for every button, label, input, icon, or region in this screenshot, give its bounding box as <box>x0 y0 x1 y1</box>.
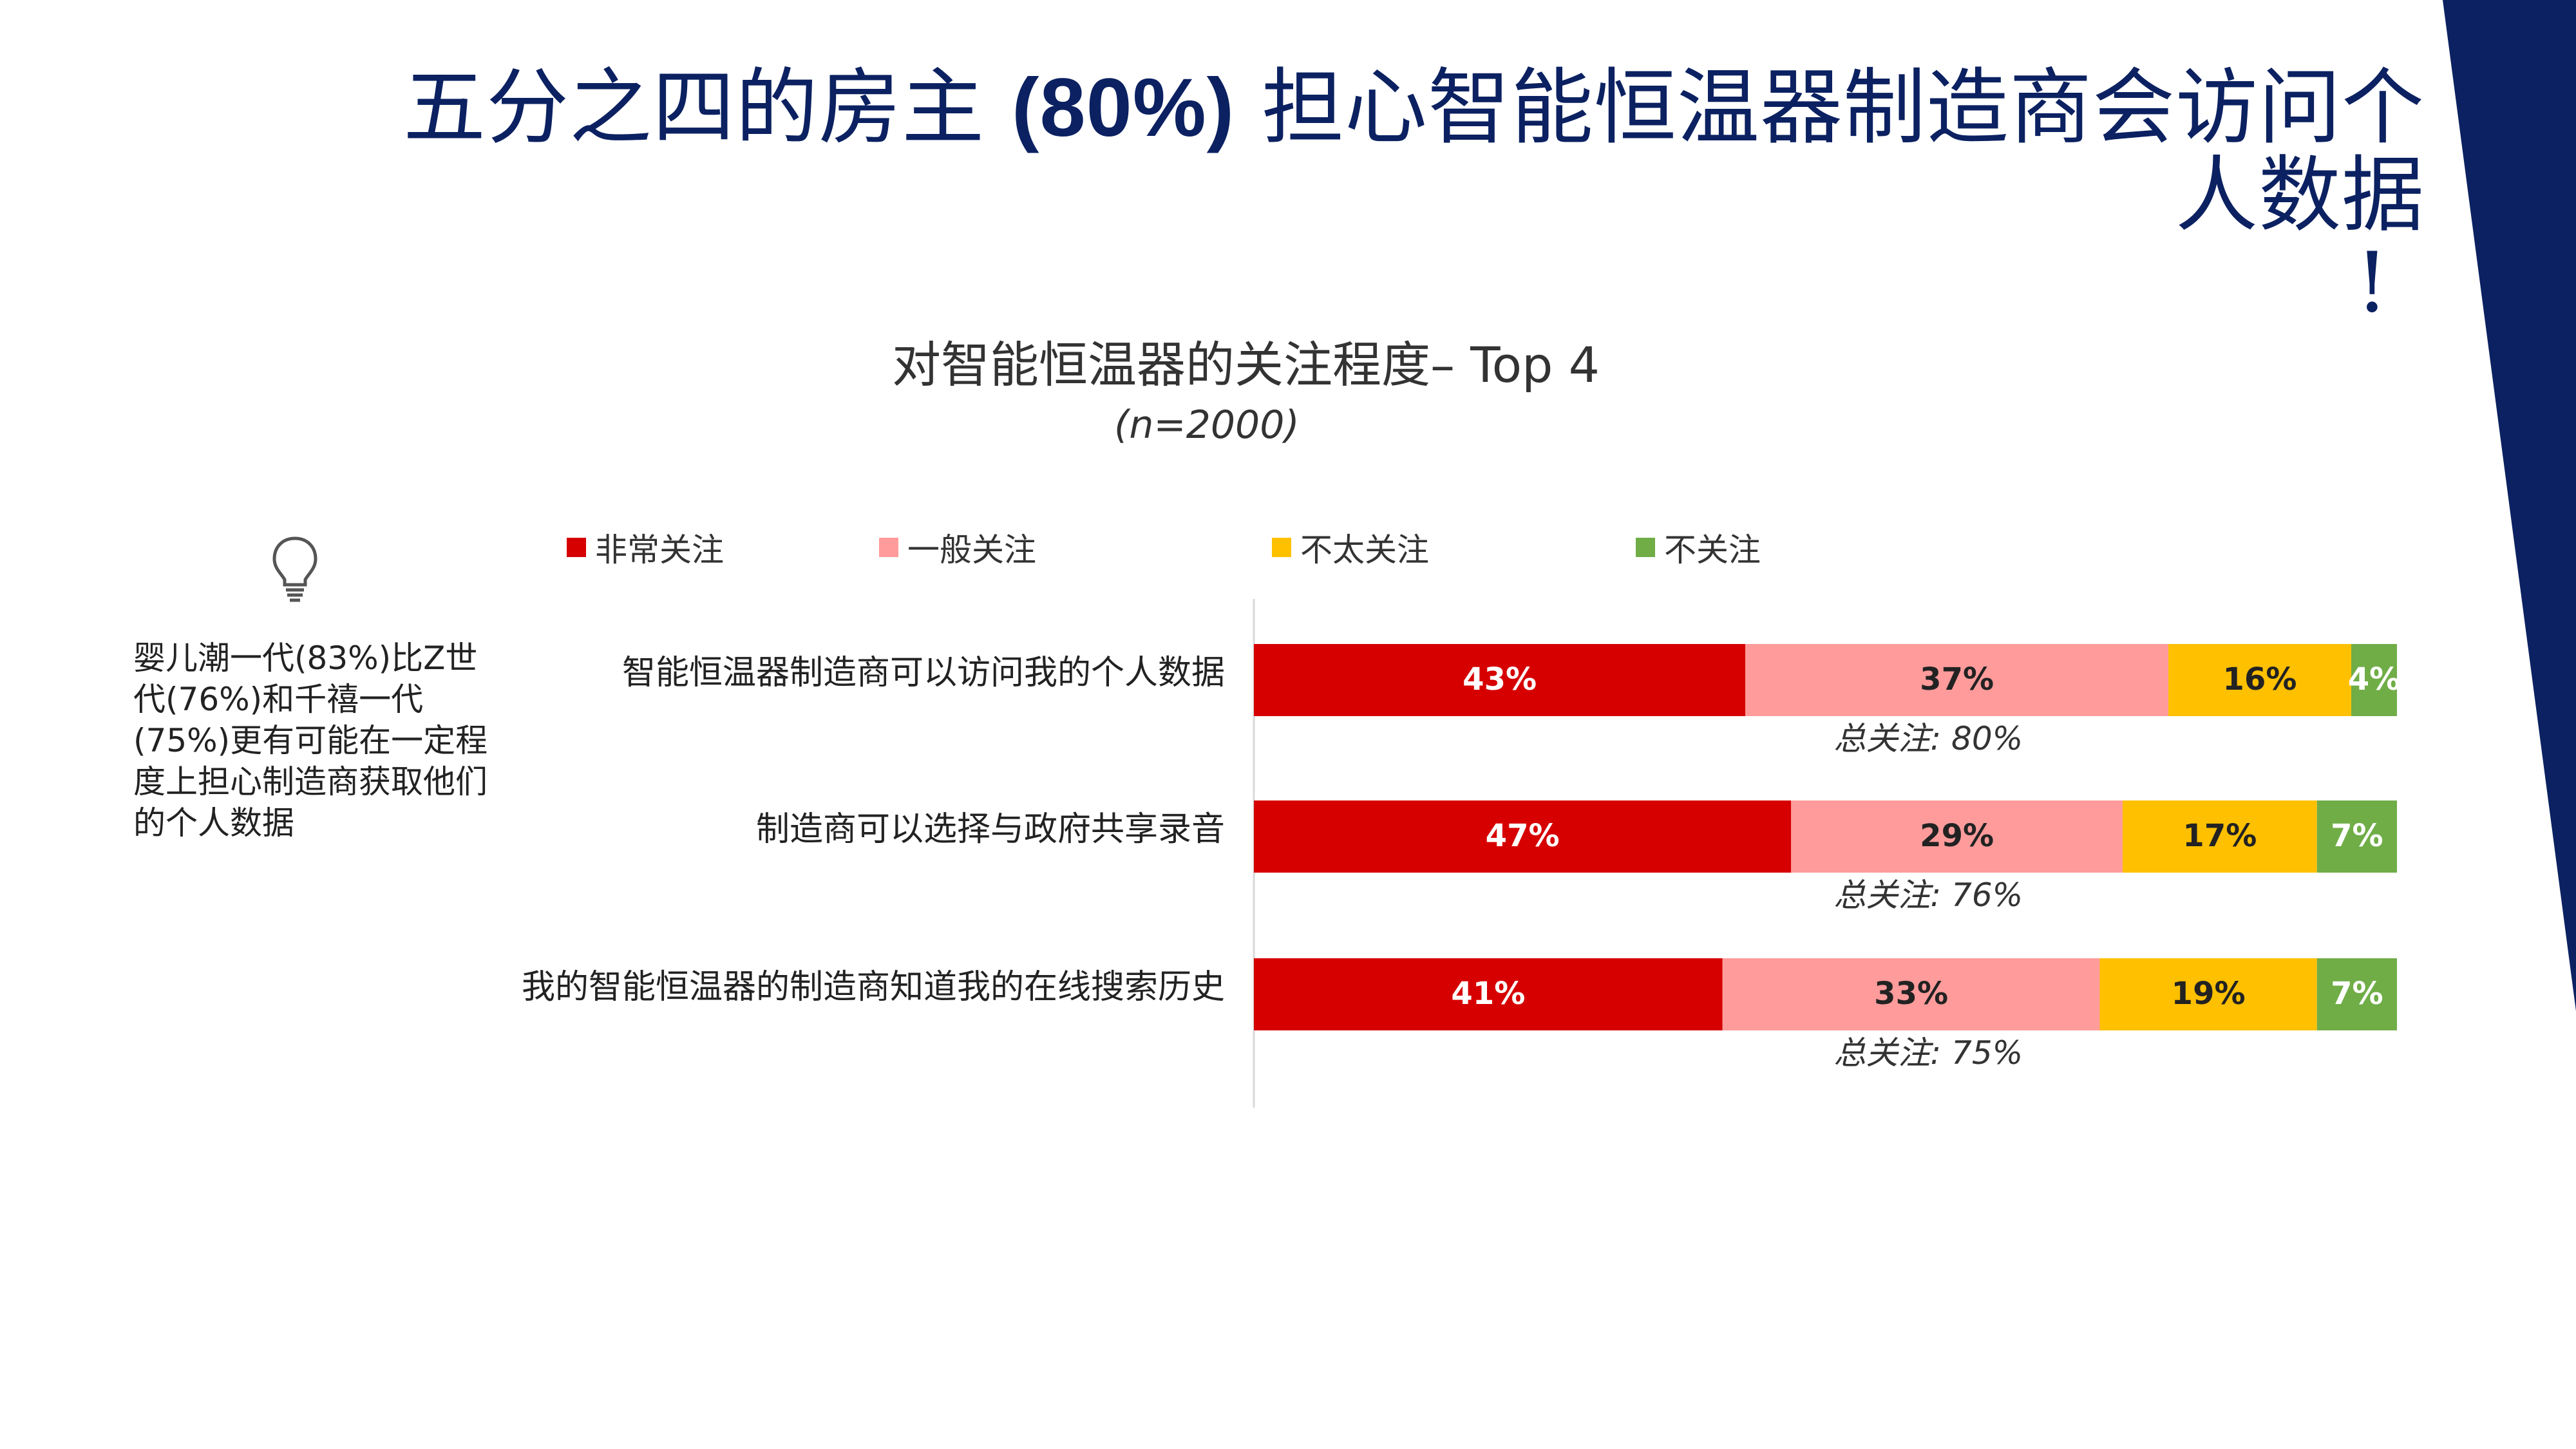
data-label: 19% <box>2172 976 2246 1012</box>
legend-label-not: 不关注 <box>1664 531 1761 569</box>
bar-segment <box>1745 644 2168 716</box>
bar-segment <box>1791 800 2123 873</box>
legend-label-not-very: 不太关注 <box>1300 531 1429 569</box>
legend-item-very: 非常关注 <box>567 525 724 570</box>
legend-label-very: 非常关注 <box>595 531 724 569</box>
legend-swatch-general <box>879 538 898 557</box>
bar-segment <box>1254 644 1746 716</box>
total-label: 总关注: 80% <box>1833 720 2023 757</box>
slide-title: 五分之四的房主 (80%) 担心智能恒温器制造商会访问个 人数据 ! <box>171 64 2425 327</box>
data-label: 7% <box>2331 818 2383 854</box>
title-line2: 人数据 <box>2175 147 2425 243</box>
total-label: 总关注: 76% <box>1833 876 2023 914</box>
data-label: 17% <box>2183 818 2257 854</box>
data-label: 41% <box>1451 976 1525 1012</box>
lightbulb-icon <box>272 536 317 602</box>
legend-label-general: 一般关注 <box>907 531 1036 569</box>
title-percent: (80%) <box>1011 62 1235 154</box>
legend-item-not: 不关注 <box>1636 525 1761 570</box>
side-note: 婴儿潮一代(83%)比Z世代(76%)和千禧一代(75%)更有可能在一定程度上担… <box>133 639 488 842</box>
bar-segment <box>2316 958 2397 1030</box>
title-line3: ! <box>2355 235 2389 331</box>
legend-swatch-not <box>1636 538 1655 557</box>
data-label: 16% <box>2223 661 2297 697</box>
legend-item-general: 一般关注 <box>879 525 1036 570</box>
category-label: 智能恒温器制造商可以访问我的个人数据 <box>622 654 1225 692</box>
legend-item-not-very: 不太关注 <box>1272 525 1429 570</box>
legend-swatch-very <box>567 538 586 557</box>
category-label: 我的智能恒温器的制造商知道我的在线搜索历史 <box>522 968 1225 1007</box>
data-label: 29% <box>1920 818 1994 854</box>
data-label: 47% <box>1486 818 1560 854</box>
data-label: 37% <box>1920 661 1994 697</box>
category-label: 制造商可以选择与政府共享录音 <box>756 810 1225 849</box>
bar-segment <box>1722 958 2100 1030</box>
data-label: 43% <box>1463 661 1537 697</box>
title-part1: 五分之四的房主 <box>403 60 1012 156</box>
bar-segment <box>2168 644 2351 716</box>
legend-swatch-not-very <box>1272 538 1291 557</box>
data-label: 4% <box>2348 661 2401 697</box>
navy-corner-band <box>2443 0 2576 1011</box>
chart-subtitle: (n=2000) <box>1114 402 1300 448</box>
bar-segment <box>1254 958 1723 1030</box>
data-label: 33% <box>1874 976 1948 1012</box>
data-label: 7% <box>2331 976 2383 1012</box>
title-part2: 担心智能恒温器制造商会访问个 <box>1235 60 2425 156</box>
bar-segment <box>1254 800 1792 873</box>
chart-title: 对智能恒温器的关注程度– Top 4 <box>892 336 1600 393</box>
bar-segment <box>2099 958 2317 1030</box>
bar-segment <box>2316 800 2397 873</box>
total-label: 总关注: 75% <box>1833 1034 2023 1072</box>
bar-segment <box>2123 800 2317 873</box>
bar-segment <box>2351 644 2397 716</box>
